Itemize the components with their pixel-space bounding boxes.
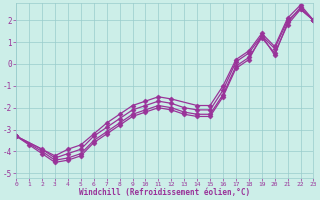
X-axis label: Windchill (Refroidissement éolien,°C): Windchill (Refroidissement éolien,°C) xyxy=(79,188,250,197)
